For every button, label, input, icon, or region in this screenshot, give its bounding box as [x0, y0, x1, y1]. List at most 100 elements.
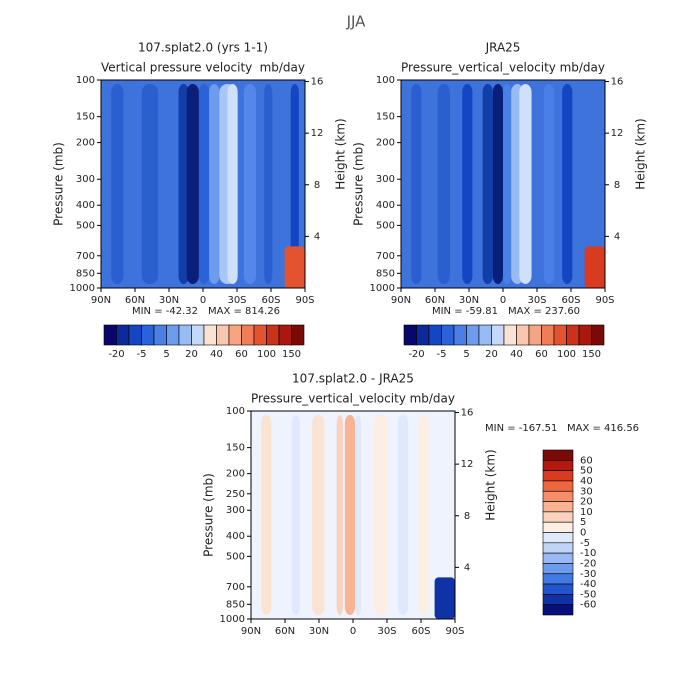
y-tick-label: 500 — [376, 220, 395, 231]
x-tick-label: 30N — [309, 626, 329, 637]
contour-band — [186, 84, 199, 284]
max-stat: MAX = 416.56 — [567, 423, 639, 434]
y-tick-label: 150 — [226, 443, 245, 454]
y2-axis-label: Height (km) — [334, 118, 348, 189]
colorbar-label: 30 — [580, 486, 593, 497]
colorbar-box — [542, 583, 574, 595]
colorbar-box — [542, 594, 574, 605]
x-tick-label: 60N — [275, 626, 295, 637]
contour-band — [243, 84, 257, 284]
colorbar-box — [542, 511, 574, 523]
contour-band — [543, 84, 554, 284]
x-tick-label: 60S — [411, 626, 430, 637]
contour-band — [111, 84, 124, 284]
y-tick-label: 200 — [376, 138, 395, 149]
colorbar-label: 5 — [463, 349, 469, 360]
y-tick-label: 400 — [226, 531, 245, 542]
contour-band — [411, 84, 422, 284]
colorbar-label: 60 — [535, 349, 548, 360]
colorbar-box — [466, 324, 480, 346]
figure-title: JJA — [346, 13, 367, 31]
colorbar-label: 60 — [580, 455, 593, 466]
contour-band — [462, 84, 473, 284]
colorbar-box — [428, 324, 442, 346]
y-tick-label: 850 — [376, 268, 395, 279]
y-tick-label: 100 — [226, 406, 245, 417]
colorbar-box — [491, 324, 505, 346]
contour-band — [264, 84, 273, 284]
colorbar-box — [542, 573, 574, 585]
y2-tick-label: 8 — [614, 180, 620, 191]
contour-band — [178, 84, 189, 284]
x-tick-label: 90N — [91, 295, 111, 306]
colorbar-label: 60 — [235, 349, 248, 360]
y-axis-label: Pressure (mb) — [352, 142, 366, 226]
colorbar-box — [291, 324, 305, 346]
panel-subtitle: Pressure_vertical_velocity — [251, 392, 406, 406]
y2-tick-label: 8 — [464, 511, 470, 522]
y2-tick-label: 16 — [611, 77, 624, 88]
colorbar-box — [553, 324, 567, 346]
min-stat: MIN = -42.32 — [132, 306, 198, 317]
x-tick-label: 60N — [125, 295, 145, 306]
colorbar-box — [566, 324, 580, 346]
y2-tick-label: 4 — [464, 562, 470, 573]
colorbar-label: 20 — [485, 349, 498, 360]
y-tick-label: 700 — [226, 582, 245, 593]
colorbar-label: -50 — [580, 589, 596, 600]
colorbar-label: 10 — [580, 507, 593, 518]
colorbar-label: -20 — [580, 558, 596, 569]
x-tick-label: 30N — [459, 295, 479, 306]
y2-tick-label: 16 — [461, 408, 474, 419]
colorbar-box — [416, 324, 430, 346]
x-tick-label: 60S — [561, 295, 580, 306]
colorbar-label: -5 — [137, 349, 147, 360]
panel-title: 107.splat2.0 (yrs 1-1) — [138, 41, 268, 55]
contour-band — [312, 415, 325, 615]
y-tick-label: 700 — [376, 251, 395, 262]
contour-band — [584, 246, 605, 288]
colorbar-label: -10 — [580, 548, 596, 559]
colorbar-label: 100 — [557, 349, 576, 360]
x-tick-label: 90N — [241, 626, 261, 637]
contour-band — [418, 415, 429, 615]
panel-units: mb/day — [560, 61, 605, 75]
y2-tick-label: 8 — [314, 180, 320, 191]
y-tick-label: 500 — [226, 551, 245, 562]
colorbar-box — [542, 552, 574, 564]
contour-band — [562, 84, 573, 284]
contour-band — [290, 84, 299, 284]
contour-band — [141, 84, 159, 284]
colorbar-label: -20 — [408, 349, 424, 360]
colorbar-box — [141, 324, 155, 346]
colorbar-box — [153, 324, 167, 346]
colorbar-box — [103, 324, 117, 346]
x-tick-label: 90N — [391, 295, 411, 306]
colorbar-label: -60 — [580, 600, 596, 611]
x-tick-label: 0 — [200, 295, 206, 306]
colorbar-box — [542, 490, 574, 502]
colorbar-box — [241, 324, 255, 346]
y-tick-label: 300 — [76, 174, 95, 185]
colorbar-box — [542, 480, 574, 492]
colorbar-label: 20 — [185, 349, 198, 360]
y-tick-label: 200 — [76, 138, 95, 149]
contour-band — [209, 84, 220, 284]
contour-band — [198, 84, 210, 284]
colorbar-label: 40 — [210, 349, 223, 360]
x-tick-label: 30S — [377, 626, 396, 637]
colorbar-label: -30 — [580, 569, 596, 580]
colorbar-box — [542, 542, 574, 554]
contour-band — [437, 84, 450, 284]
contour-band — [355, 415, 362, 615]
y2-tick-label: 12 — [461, 459, 474, 470]
y-tick-label: 1000 — [220, 614, 245, 625]
colorbar-label: 150 — [582, 349, 601, 360]
colorbar-box — [542, 449, 574, 461]
x-tick-label: 30S — [227, 295, 246, 306]
y-tick-label: 100 — [376, 75, 395, 86]
contour-band — [336, 415, 343, 615]
colorbar-box — [591, 324, 605, 346]
y2-tick-label: 4 — [314, 231, 320, 242]
